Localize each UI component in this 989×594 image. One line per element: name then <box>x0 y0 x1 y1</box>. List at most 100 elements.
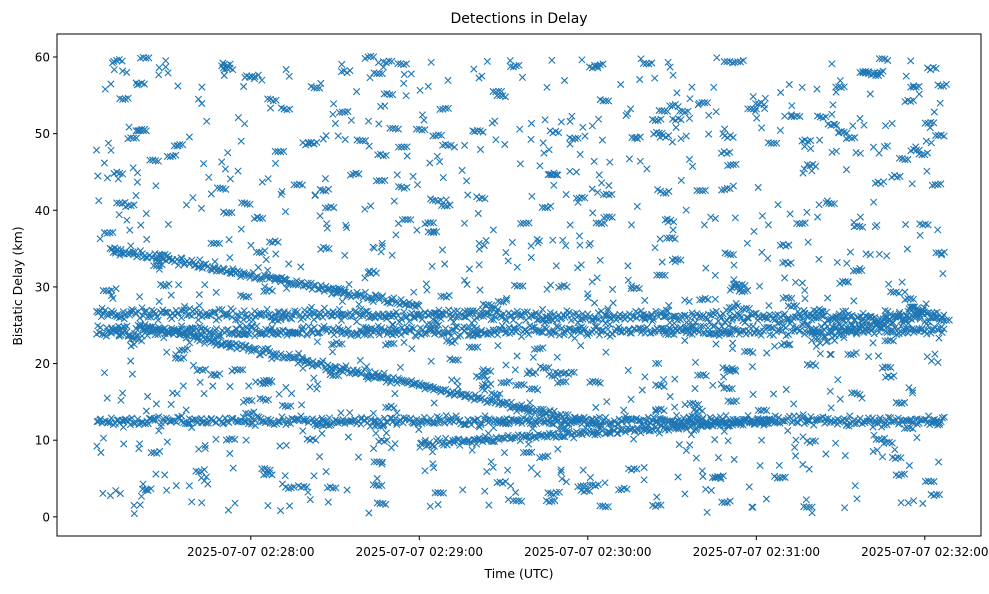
detection-marker <box>314 285 322 293</box>
detection-marker <box>799 414 807 422</box>
detection-marker <box>138 304 146 312</box>
detection-marker <box>592 315 600 323</box>
detection-marker <box>353 318 361 326</box>
detection-marker <box>361 330 369 338</box>
detection-marker <box>414 329 422 337</box>
detection-marker <box>680 414 688 422</box>
detection-marker <box>548 420 556 428</box>
detection-marker <box>96 307 104 316</box>
detection-marker <box>215 314 223 322</box>
detection-marker <box>240 307 248 315</box>
detection-marker <box>410 314 418 322</box>
detection-marker <box>98 304 106 312</box>
detection-marker <box>532 434 540 442</box>
detection-marker <box>699 420 707 428</box>
detection-marker <box>889 328 897 336</box>
detection-marker <box>694 326 702 334</box>
detection-marker <box>677 327 685 335</box>
detection-marker <box>234 316 242 324</box>
detection-marker <box>198 264 206 272</box>
detection-marker <box>565 308 573 316</box>
detection-marker <box>852 329 860 337</box>
detection-marker <box>293 308 302 316</box>
detection-marker <box>390 294 398 302</box>
detection-marker <box>711 322 719 330</box>
detection-marker <box>433 413 441 421</box>
detection-marker <box>824 414 832 422</box>
detection-marker <box>496 398 504 406</box>
detection-marker <box>840 334 848 342</box>
detection-marker <box>347 313 355 321</box>
detection-marker <box>535 310 543 318</box>
detection-marker <box>253 322 261 330</box>
detection-marker <box>215 331 223 339</box>
detection-marker <box>565 325 573 333</box>
detection-marker <box>415 302 423 310</box>
detection-marker <box>215 267 224 275</box>
detection-marker <box>551 329 559 337</box>
detection-marker <box>279 417 287 425</box>
detection-marker <box>795 412 803 420</box>
detection-marker <box>661 312 669 320</box>
detection-marker <box>848 311 856 319</box>
detection-marker <box>435 321 443 329</box>
detection-marker <box>905 314 913 322</box>
detection-marker <box>644 413 652 421</box>
detection-marker <box>736 311 744 319</box>
detection-marker <box>425 418 433 426</box>
y-tick-label: 10 <box>35 434 50 448</box>
detection-marker <box>200 261 208 269</box>
detection-marker <box>97 312 106 321</box>
detection-marker <box>188 312 196 320</box>
detection-marker <box>223 310 231 318</box>
detection-marker <box>589 419 597 427</box>
detection-marker <box>196 337 204 345</box>
detection-marker <box>240 417 248 425</box>
detection-marker <box>576 416 584 424</box>
detection-marker <box>327 312 335 320</box>
detection-marker <box>704 324 712 332</box>
detection-marker <box>520 308 529 316</box>
detection-marker <box>453 323 461 331</box>
detection-marker <box>834 318 842 326</box>
detection-marker <box>430 442 439 450</box>
detection-marker <box>136 314 144 322</box>
detection-marker <box>274 308 282 316</box>
detection-marker <box>147 313 155 321</box>
detection-marker <box>298 181 306 189</box>
detection-marker <box>771 418 779 426</box>
detection-marker <box>498 313 506 321</box>
detection-marker <box>161 308 169 316</box>
detection-marker <box>590 314 598 322</box>
detection-marker <box>408 324 416 332</box>
detection-marker <box>808 336 816 344</box>
detection-marker <box>606 320 614 328</box>
detection-marker <box>812 416 820 424</box>
detection-marker <box>383 374 391 382</box>
detection-marker <box>286 314 294 322</box>
detection-marker <box>893 330 901 339</box>
detection-marker <box>823 337 832 345</box>
detection-marker <box>511 433 519 441</box>
detection-marker <box>737 421 745 429</box>
detection-marker <box>517 333 526 341</box>
detection-marker <box>342 311 350 319</box>
detection-marker <box>335 305 343 313</box>
detection-marker <box>525 330 533 338</box>
detection-marker <box>258 275 266 283</box>
detection-marker <box>820 325 828 334</box>
detection-marker <box>143 331 151 339</box>
detection-marker <box>940 325 948 333</box>
detection-marker <box>434 329 442 337</box>
detection-marker <box>485 415 493 423</box>
detection-marker <box>709 322 717 330</box>
detection-marker <box>114 245 122 254</box>
detection-marker <box>697 322 705 330</box>
detection-marker <box>185 260 194 268</box>
detection-marker <box>215 333 223 341</box>
detection-marker <box>810 421 818 429</box>
detection-marker <box>629 313 637 321</box>
detection-marker <box>924 322 932 330</box>
detection-marker <box>146 323 155 331</box>
detection-marker <box>487 316 495 324</box>
